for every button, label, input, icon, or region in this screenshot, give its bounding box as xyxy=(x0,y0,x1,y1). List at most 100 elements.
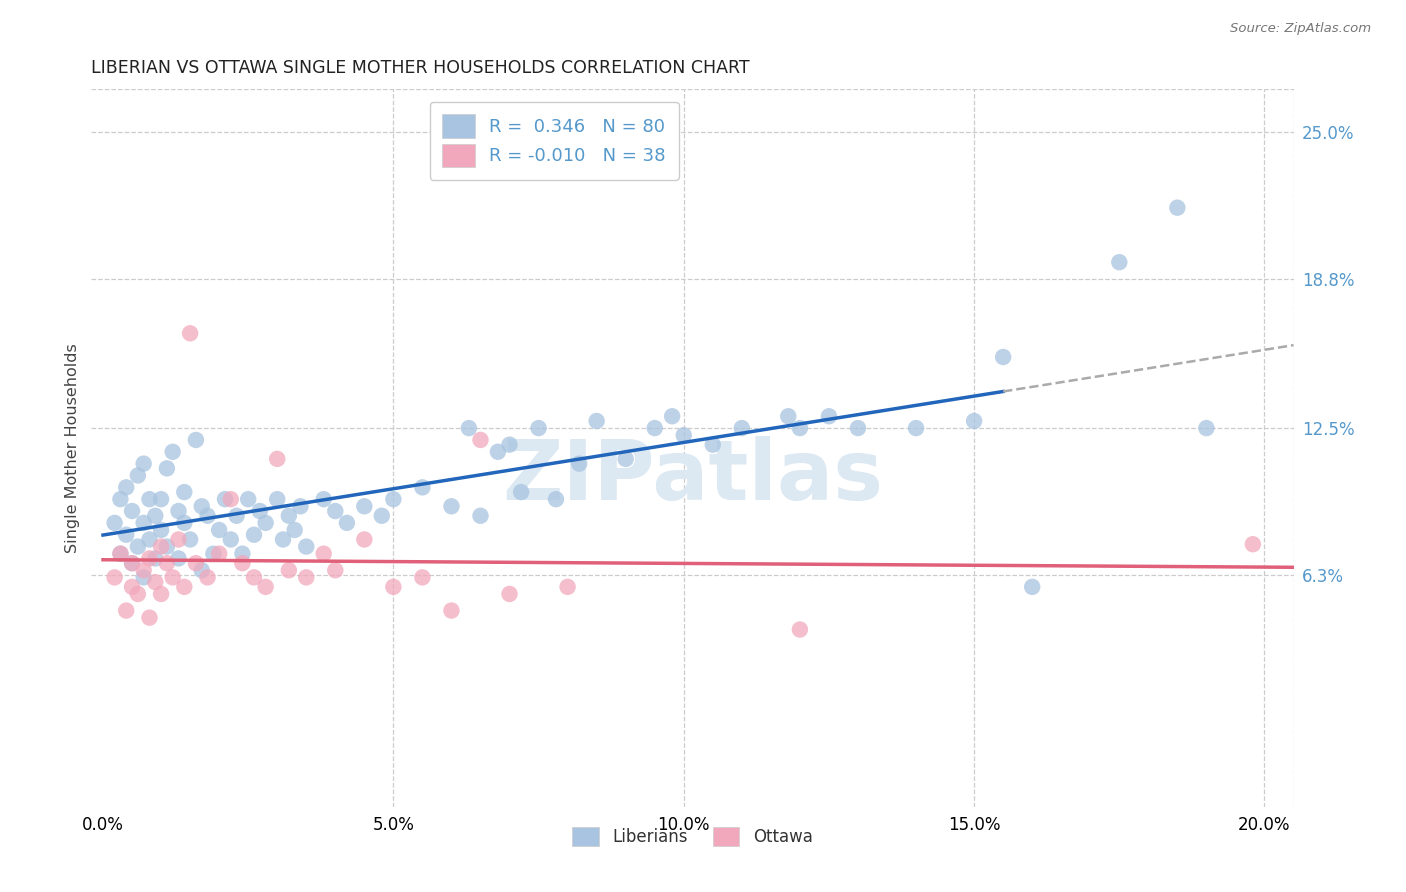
Point xyxy=(143,508,166,523)
Point xyxy=(150,540,173,554)
Point xyxy=(219,492,242,507)
Point xyxy=(238,492,260,507)
Point xyxy=(1021,580,1043,594)
Point xyxy=(190,563,212,577)
Point xyxy=(208,547,231,561)
Point xyxy=(110,547,132,561)
Point xyxy=(132,563,155,577)
Point xyxy=(179,533,201,547)
Point xyxy=(277,508,299,523)
Point xyxy=(150,492,173,507)
Point xyxy=(702,438,724,452)
Point xyxy=(115,527,138,541)
Point xyxy=(544,492,567,507)
Point xyxy=(661,409,683,424)
Point xyxy=(173,516,195,530)
Point xyxy=(231,556,253,570)
Point xyxy=(156,540,179,554)
Point xyxy=(167,533,190,547)
Point xyxy=(846,421,869,435)
Point xyxy=(295,540,318,554)
Point xyxy=(121,504,143,518)
Point xyxy=(138,610,160,624)
Point xyxy=(138,533,160,547)
Point xyxy=(104,516,127,530)
Point xyxy=(789,623,811,637)
Point xyxy=(498,587,520,601)
Point xyxy=(231,547,253,561)
Point xyxy=(614,451,637,466)
Point xyxy=(150,587,173,601)
Point xyxy=(150,523,173,537)
Point xyxy=(266,451,288,466)
Point xyxy=(202,547,225,561)
Point xyxy=(184,556,207,570)
Point xyxy=(323,504,346,518)
Point xyxy=(214,492,236,507)
Point xyxy=(457,421,479,435)
Point xyxy=(197,570,219,584)
Point xyxy=(353,500,375,514)
Point xyxy=(127,587,149,601)
Point xyxy=(1241,537,1264,551)
Point xyxy=(284,523,307,537)
Point xyxy=(382,580,405,594)
Point xyxy=(132,516,155,530)
Point xyxy=(585,414,607,428)
Point xyxy=(991,350,1014,364)
Point xyxy=(190,500,212,514)
Point xyxy=(121,580,143,594)
Point xyxy=(167,551,190,566)
Point xyxy=(243,527,266,541)
Point xyxy=(789,421,811,435)
Point xyxy=(568,457,591,471)
Point xyxy=(470,433,492,447)
Point xyxy=(353,533,375,547)
Point xyxy=(132,457,155,471)
Point xyxy=(527,421,550,435)
Point xyxy=(156,556,179,570)
Point xyxy=(277,563,299,577)
Point xyxy=(510,485,533,500)
Point xyxy=(290,500,312,514)
Text: ZIPatlas: ZIPatlas xyxy=(502,436,883,517)
Point xyxy=(312,547,335,561)
Point xyxy=(963,414,986,428)
Point xyxy=(440,603,463,617)
Point xyxy=(143,551,166,566)
Point xyxy=(127,468,149,483)
Point xyxy=(1195,421,1218,435)
Point xyxy=(127,540,149,554)
Point xyxy=(115,603,138,617)
Point xyxy=(219,533,242,547)
Text: Source: ZipAtlas.com: Source: ZipAtlas.com xyxy=(1230,22,1371,36)
Point xyxy=(254,580,277,594)
Point xyxy=(411,570,433,584)
Point xyxy=(156,461,179,475)
Point xyxy=(167,504,190,518)
Point xyxy=(132,570,155,584)
Point xyxy=(382,492,405,507)
Point xyxy=(249,504,271,518)
Point xyxy=(162,570,184,584)
Point xyxy=(498,438,520,452)
Point xyxy=(905,421,928,435)
Point xyxy=(312,492,335,507)
Point xyxy=(254,516,277,530)
Point xyxy=(173,485,195,500)
Point xyxy=(644,421,666,435)
Point xyxy=(411,480,433,494)
Point xyxy=(778,409,800,424)
Point xyxy=(197,508,219,523)
Y-axis label: Single Mother Households: Single Mother Households xyxy=(65,343,80,553)
Point xyxy=(110,492,132,507)
Point xyxy=(121,556,143,570)
Point xyxy=(225,508,247,523)
Text: LIBERIAN VS OTTAWA SINGLE MOTHER HOUSEHOLDS CORRELATION CHART: LIBERIAN VS OTTAWA SINGLE MOTHER HOUSEHO… xyxy=(91,59,749,77)
Point xyxy=(266,492,288,507)
Point xyxy=(143,575,166,590)
Point xyxy=(179,326,201,341)
Point xyxy=(162,444,184,458)
Point xyxy=(138,551,160,566)
Point xyxy=(184,433,207,447)
